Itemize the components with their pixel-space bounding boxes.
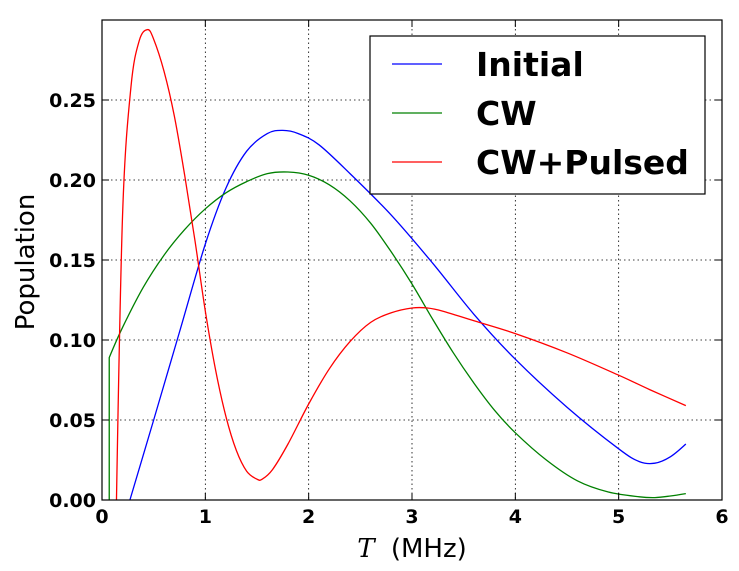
y-tick-label: 0.05 [49, 410, 96, 432]
legend-label-cw-pulsed: CW+Pulsed [476, 143, 689, 182]
y-axis-label: Population [11, 194, 41, 331]
legend-box [369, 35, 706, 195]
legend-label-initial: Initial [476, 45, 584, 84]
ticks: 0 1 2 3 4 5 6 0.00 0.05 0.10 0.15 0.20 0.25 [49, 20, 729, 528]
y-tick-label: 0.20 [49, 170, 96, 192]
x-tick-label: 1 [199, 506, 212, 528]
x-tick-label: 6 [715, 506, 728, 528]
x-tick-label: 5 [612, 506, 625, 528]
series-lines [108, 28, 687, 500]
y-tick-label: 0.00 [49, 490, 96, 512]
y-tick-label: 0.10 [49, 330, 96, 352]
grid [102, 20, 722, 500]
x-axis-symbol: T [357, 534, 376, 564]
x-tick-label: 2 [302, 506, 315, 528]
x-axis-label: T (MHz) [357, 534, 467, 564]
x-tick-label: 0 [95, 506, 108, 528]
y-tick-label: 0.25 [49, 90, 96, 112]
axis-labels: T (MHz) Population [11, 194, 467, 564]
y-tick-label: 0.15 [49, 250, 96, 272]
series-line-initial [129, 129, 687, 500]
series-line-cw [108, 171, 686, 500]
legend-label-cw: CW [476, 94, 537, 133]
legend: Initial CW CW+Pulsed [369, 35, 706, 195]
x-axis-unit: (MHz) [391, 534, 467, 564]
x-tick-label: 4 [509, 506, 522, 528]
x-tick-label: 3 [405, 506, 418, 528]
series-line-cw-pulsed [115, 28, 687, 500]
